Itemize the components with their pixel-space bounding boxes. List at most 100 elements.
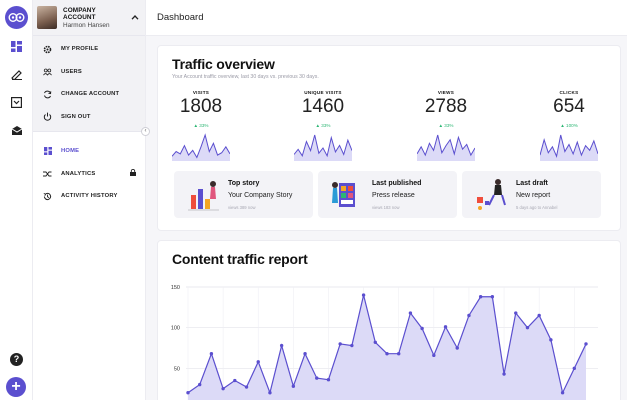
menu-item-users[interactable]: USERS <box>33 61 145 84</box>
nav-item-label: HOME <box>61 148 80 155</box>
y-tick-label: 50 <box>174 366 180 372</box>
nav-item-activity-history[interactable]: ACTIVITY HISTORY <box>33 185 145 208</box>
gear-icon <box>43 45 52 54</box>
chart-point[interactable] <box>490 295 495 299</box>
account-switcher[interactable]: COMPANY ACCOUNT Harmon Hansen <box>33 0 145 36</box>
add-button[interactable]: + <box>6 377 26 397</box>
menu-item-label: MY PROFILE <box>61 46 99 53</box>
y-tick-label: 150 <box>171 285 180 291</box>
chart-point[interactable] <box>221 386 225 391</box>
chart-point[interactable] <box>303 351 307 356</box>
stat-label: CLICKS <box>559 90 579 95</box>
tile-title: Last draft <box>516 180 548 187</box>
chart-point[interactable] <box>385 351 389 356</box>
chart-point[interactable] <box>572 366 576 371</box>
edit-pen-icon[interactable] <box>0 63 33 85</box>
illustration-top-story-icon <box>188 181 219 211</box>
chart-area <box>188 295 586 400</box>
traffic-title: Traffic overview <box>172 56 275 72</box>
tile-line: New report <box>516 192 551 199</box>
stat-value: 2788 <box>424 96 468 117</box>
stat-change: ▲ 33% <box>315 123 331 128</box>
sparkline-unique-visits <box>294 134 352 161</box>
chart-point[interactable] <box>350 343 354 348</box>
tile-meta: views 183 now <box>372 205 400 210</box>
stat-label: VIEWS <box>437 90 455 95</box>
logo-owl-icon[interactable] <box>5 6 28 29</box>
account-title: COMPANY ACCOUNT <box>63 6 96 21</box>
nav-item-home[interactable]: HOME <box>33 140 145 163</box>
chart-point[interactable] <box>478 295 483 299</box>
sidebar: COMPANY ACCOUNT Harmon Hansen MY PROFILE… <box>33 0 150 400</box>
chart-point[interactable] <box>291 384 296 388</box>
avatar <box>37 6 57 29</box>
history-icon <box>43 192 52 201</box>
account-menu: MY PROFILE USERS CHANGE ACCOUNT SIGN OUT… <box>33 36 150 136</box>
chart-point[interactable] <box>549 338 553 342</box>
sparkline-visits <box>172 133 230 161</box>
nav-item-label: ACTIVITY HISTORY <box>61 193 118 200</box>
menu-item-label: CHANGE ACCOUNT <box>61 91 120 98</box>
dashboard-icon[interactable] <box>0 35 33 57</box>
chart-point[interactable] <box>408 311 413 315</box>
nav-item-analytics[interactable]: ANALYTICS <box>33 163 145 186</box>
nav-item-label: ANALYTICS <box>61 170 96 177</box>
mail-open-icon[interactable] <box>0 119 33 141</box>
stat-change: ▲ 33% <box>438 123 454 128</box>
tile-line: Your Company Story <box>228 192 293 199</box>
stat-value: 1460 <box>301 96 345 117</box>
chevron-up-icon[interactable] <box>130 13 140 22</box>
tile-title: Last published <box>372 180 422 187</box>
power-icon <box>43 112 52 121</box>
chart-point[interactable] <box>467 313 471 318</box>
tile-last-published[interactable]: Last published Press release views 183 n… <box>318 171 457 218</box>
tile-title: Top story <box>228 180 260 187</box>
content-traffic-chart: 150 100 50 <box>171 285 598 400</box>
chart-point[interactable] <box>279 343 284 348</box>
chart-point[interactable] <box>537 313 541 318</box>
chart-point[interactable] <box>432 353 436 358</box>
chart-point[interactable] <box>420 326 424 331</box>
sparkline-area <box>417 135 475 161</box>
y-tick-label: 100 <box>171 326 180 332</box>
chart-point[interactable] <box>443 325 448 329</box>
chart-point[interactable] <box>209 351 214 356</box>
chart-point[interactable] <box>198 382 202 387</box>
menu-item-sign-out[interactable]: SIGN OUT <box>33 106 145 129</box>
stat-change: ▲ 100% <box>560 123 578 128</box>
collapse-sidebar-button[interactable]: ‹ <box>141 127 150 136</box>
chart-point[interactable] <box>455 346 459 350</box>
chart-point[interactable] <box>315 376 319 380</box>
chart-point[interactable] <box>502 372 506 376</box>
sparkline-line <box>417 134 475 157</box>
traffic-subtitle: Your Account traffic overview, last 30 d… <box>172 74 319 80</box>
chart-point[interactable] <box>186 391 190 395</box>
chart-point[interactable] <box>525 325 530 330</box>
sparkline-views <box>417 134 475 161</box>
chart-point[interactable] <box>361 293 366 297</box>
inbox-icon[interactable] <box>0 91 33 113</box>
chart-point[interactable] <box>514 311 518 315</box>
tile-last-draft[interactable]: Last draft New report 5 days ago to Anna… <box>462 171 601 218</box>
tile-meta: 5 days ago to Annabel <box>516 205 558 210</box>
stat-value: 1808 <box>179 96 223 117</box>
chart-point[interactable] <box>584 342 588 346</box>
chart-point[interactable] <box>326 378 331 382</box>
menu-item-change-account[interactable]: CHANGE ACCOUNT <box>33 83 145 106</box>
illustration-last-draft-icon <box>477 179 506 210</box>
content-traffic-report-card: Content traffic report 150 100 50 <box>157 240 621 400</box>
chart-point[interactable] <box>560 391 565 395</box>
menu-item-label: SIGN OUT <box>61 113 91 120</box>
chart-point[interactable] <box>233 378 237 383</box>
chart-point[interactable] <box>373 340 377 345</box>
menu-item-my-profile[interactable]: MY PROFILE <box>33 38 145 61</box>
chart-point[interactable] <box>338 342 342 346</box>
help-button[interactable]: ? <box>10 353 23 366</box>
chart-point[interactable] <box>256 360 260 364</box>
tile-meta: views 389 now <box>228 205 256 210</box>
chart-point[interactable] <box>244 385 249 389</box>
chart-point[interactable] <box>397 351 401 356</box>
tile-top-story[interactable]: Top story Your Company Story views 389 n… <box>174 171 313 218</box>
account-name: Harmon Hansen <box>63 21 110 29</box>
chart-point[interactable] <box>268 391 272 395</box>
